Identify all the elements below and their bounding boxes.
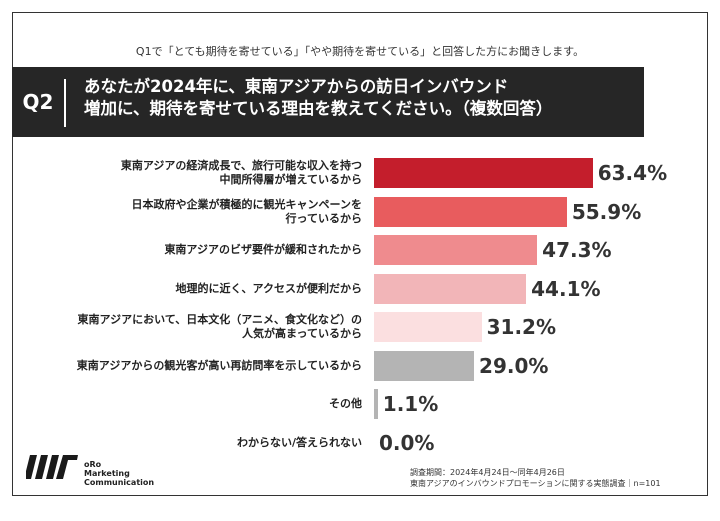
- category-label-line: その他: [329, 397, 362, 410]
- question-text: あなたが2024年に、東南アジアからの訪日インバウンド 増加に、期待を寄せている…: [84, 76, 644, 120]
- category-label-line: 東南アジアからの観光客が高い再訪問率を示しているから: [76, 358, 362, 372]
- question-banner: [12, 67, 644, 137]
- survey-period: 調査期間：2024年4月24日～同年4月26日: [410, 468, 565, 477]
- category-label-line: 東南アジアにおいて、日本文化（アニメ、食文化など）の: [77, 313, 362, 326]
- bar: [374, 196, 567, 227]
- category-label-line: 東南アジアの経済成長で、旅行可能な収入を持つ: [120, 159, 362, 172]
- question-label: Q2: [12, 67, 64, 137]
- value-label: 1.1%: [382, 392, 439, 416]
- category-label-line: 中間所得層が増えているから: [219, 173, 362, 186]
- survey-name: 東南アジアのインバウンドプロモーションに関する実態調査｜n=101: [410, 479, 661, 488]
- category-label-line: 日本政府や企業が積極的に観光キャンペーンを: [131, 197, 362, 211]
- category-label: その他: [42, 397, 362, 411]
- oro-logo-icon: [26, 455, 78, 479]
- question-line-2: 増加に、期待を寄せている理由を教えてください。（複数回答）: [84, 99, 553, 118]
- chart-subtitle: Q1で「とても期待を寄せている」「やや期待を寄せている」と回答した方にお聞きしま…: [135, 45, 585, 58]
- category-label-line: 人気が高まっているから: [241, 327, 362, 340]
- bar: [374, 273, 527, 304]
- category-label-line: 行っているから: [285, 211, 362, 225]
- category-label-line: わからない/答えられない: [236, 435, 362, 449]
- category-label: 東南アジアのビザ要件が緩和されたから: [42, 243, 362, 257]
- bar: [374, 312, 482, 342]
- value-label: 47.3%: [542, 238, 612, 262]
- value-label: 31.2%: [486, 315, 557, 339]
- company-name-line: Communication: [84, 478, 155, 487]
- company-name-line: oRo: [84, 460, 102, 469]
- value-label: 63.4%: [597, 161, 668, 185]
- category-label-line: 東南アジアのビザ要件が緩和されたから: [164, 243, 362, 256]
- value-label: 0.0%: [379, 430, 435, 455]
- question-line-1: あなたが2024年に、東南アジアからの訪日インバウンド: [84, 77, 509, 96]
- bar: [374, 350, 475, 381]
- survey-note: 調査期間：2024年4月24日～同年4月26日 東南アジアのインバウンドプロモー…: [410, 467, 661, 489]
- category-label: 日本政府や企業が積極的に観光キャンペーンを 行っているから: [42, 198, 362, 226]
- question-separator: [64, 79, 66, 127]
- bar: [374, 235, 538, 265]
- value-label: 29.0%: [479, 353, 549, 378]
- category-label: 地理的に近く、アクセスが便利だから: [42, 282, 362, 296]
- company-name: oRo Marketing Communication: [84, 460, 154, 487]
- bar: [374, 158, 593, 188]
- category-label: 東南アジアからの観光客が高い再訪問率を示しているから: [42, 359, 362, 373]
- company-name-line: Marketing: [84, 469, 130, 478]
- category-label-line: 地理的に近く、アクセスが便利だから: [175, 281, 362, 295]
- category-label: 東南アジアの経済成長で、旅行可能な収入を持つ 中間所得層が増えているから: [42, 159, 362, 187]
- value-label: 44.1%: [531, 276, 601, 301]
- bar: [374, 389, 378, 419]
- value-label: 55.9%: [571, 199, 642, 224]
- category-label: わからない/答えられない: [42, 436, 362, 450]
- category-label: 東南アジアにおいて、日本文化（アニメ、食文化など）の 人気が高まっているから: [42, 313, 362, 341]
